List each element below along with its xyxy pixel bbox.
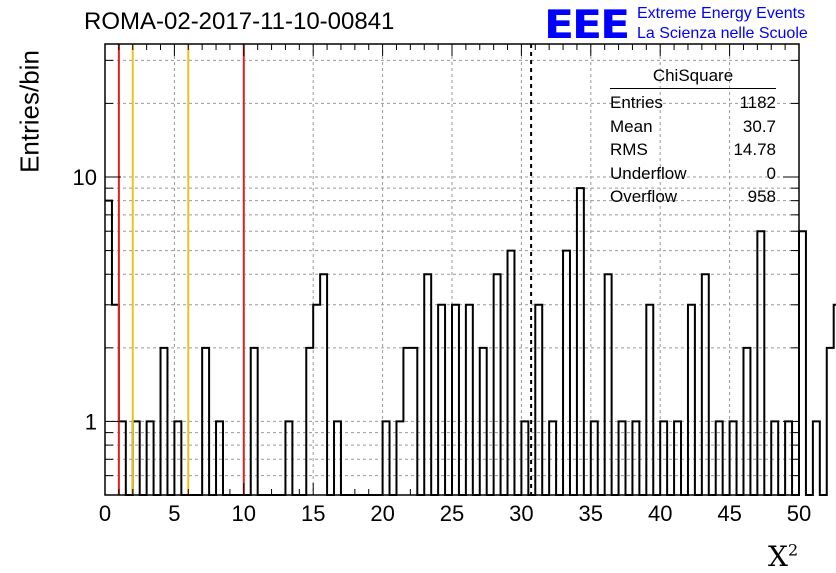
logo-line-2: La Scienza nelle Scuole xyxy=(637,25,808,42)
stats-row-mean: Mean 30.7 xyxy=(610,116,776,136)
x-tick-label: 5 xyxy=(168,501,180,526)
y-tick-label: 1 xyxy=(85,409,97,434)
y-tick-label: 10 xyxy=(73,165,97,190)
x-tick-label: 30 xyxy=(509,501,533,526)
x-tick-label: 20 xyxy=(370,501,394,526)
logo-line-1: Extreme Energy Events xyxy=(637,5,806,22)
x-tick-label: 40 xyxy=(648,501,672,526)
chart-title: ROMA-02-2017-11-10-00841 xyxy=(84,8,395,35)
y-axis-label: Entries/bin xyxy=(14,50,45,173)
stats-row-entries: Entries 1182 xyxy=(610,93,776,112)
stats-row-underflow: Underflow 0 xyxy=(610,163,776,183)
eee-logo: EEE xyxy=(544,2,630,48)
histogram-series xyxy=(105,187,836,496)
x-axis-label: X2 xyxy=(768,540,799,573)
x-tick-label: 50 xyxy=(787,501,811,526)
x-tick-label: 15 xyxy=(301,501,325,526)
x-tick-label: 10 xyxy=(232,501,256,526)
stats-box: ChiSquare Entries 1182 Mean 30.7 RMS 14.78 … xyxy=(610,66,776,209)
x-tick-label: 35 xyxy=(579,501,603,526)
x-tick-label: 25 xyxy=(440,501,464,526)
stats-row-rms: RMS 14.78 xyxy=(610,140,776,159)
x-tick-label: 0 xyxy=(99,501,111,526)
stats-row-overflow: Overflow 958 xyxy=(610,187,776,206)
stats-title: ChiSquare xyxy=(610,66,776,89)
x-tick-label: 45 xyxy=(717,501,741,526)
